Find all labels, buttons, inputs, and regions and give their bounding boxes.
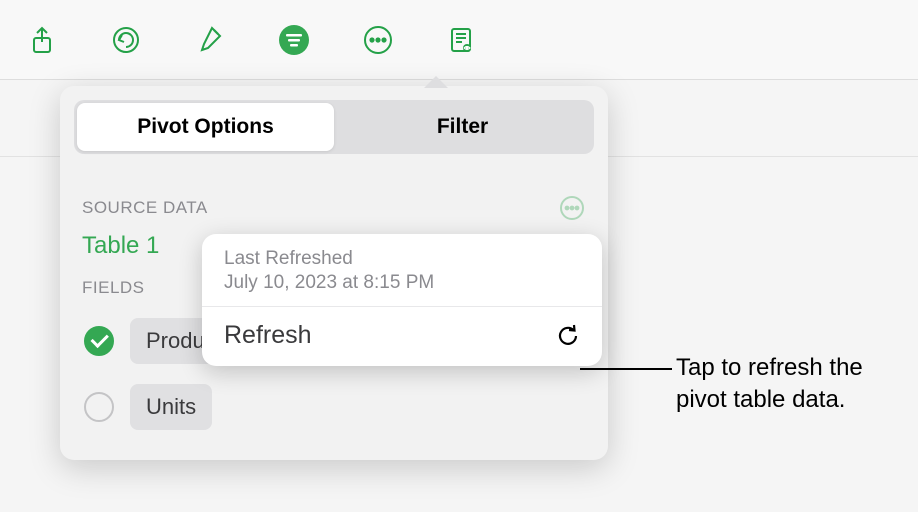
refresh-button-label: Refresh (224, 321, 312, 350)
organize-icon[interactable] (272, 18, 316, 62)
last-refreshed-value: July 10, 2023 at 8:15 PM (224, 272, 580, 294)
toolbar (0, 0, 918, 80)
undo-icon[interactable] (104, 18, 148, 62)
refresh-info: Last Refreshed July 10, 2023 at 8:15 PM (202, 234, 602, 307)
tab-pivot-options[interactable]: Pivot Options (77, 103, 334, 151)
callout-text: Tap to refresh the pivot table data. (676, 352, 906, 417)
fields-label: FIELDS (82, 278, 145, 298)
last-refreshed-label: Last Refreshed (224, 248, 580, 270)
refresh-button[interactable]: Refresh (202, 307, 602, 366)
source-more-icon[interactable] (558, 194, 586, 222)
tab-filter[interactable]: Filter (334, 103, 591, 151)
refresh-popover: Last Refreshed July 10, 2023 at 8:15 PM … (202, 234, 602, 366)
callout-line (580, 368, 672, 370)
field-checkbox-product[interactable] (84, 326, 114, 356)
share-icon[interactable] (20, 18, 64, 62)
format-brush-icon[interactable] (188, 18, 232, 62)
more-icon[interactable] (356, 18, 400, 62)
field-pill-units[interactable]: Units (130, 384, 212, 430)
segmented-control: Pivot Options Filter (74, 100, 594, 154)
field-row: Units (82, 374, 586, 440)
pivot-options-popover: Pivot Options Filter SOURCE DATA Table 1… (60, 86, 608, 460)
source-data-label: SOURCE DATA (82, 198, 208, 218)
source-data-header: SOURCE DATA (82, 194, 586, 222)
view-icon[interactable] (440, 18, 484, 62)
field-checkbox-units[interactable] (84, 392, 114, 422)
refresh-icon (554, 322, 582, 350)
